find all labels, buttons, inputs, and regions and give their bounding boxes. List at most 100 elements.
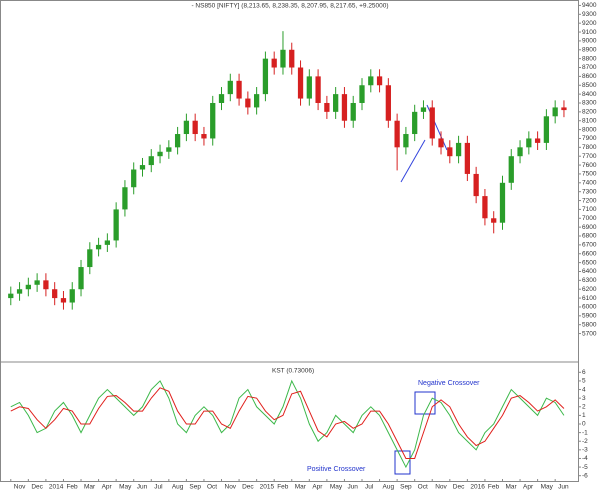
candle-body — [34, 280, 40, 285]
annotation: Negative Crossover — [418, 380, 480, 387]
y-tick-label: 6500 — [582, 259, 597, 266]
candle-body — [499, 182, 506, 223]
x-tick-label: Nov — [225, 484, 237, 491]
y-tick-label: 8700 — [582, 64, 597, 71]
candle-body — [236, 80, 242, 99]
candle-body — [315, 76, 321, 103]
x-tick-label: Nov — [14, 484, 26, 491]
candle-body — [245, 98, 251, 108]
y-tick-label: 8300 — [582, 100, 597, 107]
x-tick-label: Jun — [558, 484, 569, 491]
x-tick-label: May — [541, 484, 554, 491]
candle-body — [534, 138, 541, 143]
candle-body — [368, 76, 374, 86]
x-tick-label: Mar — [84, 484, 96, 491]
x-tick-label: Dec — [242, 484, 254, 491]
y-tick-label: 5700 — [582, 330, 597, 337]
y-tick-label: 6700 — [582, 242, 597, 249]
x-tick-label: Dec — [31, 484, 43, 491]
y-tick-label: 6100 — [582, 295, 597, 302]
x-tick-label: Oct — [207, 484, 217, 491]
y-tick-label: 9400 — [582, 2, 597, 9]
candle-body — [52, 289, 58, 299]
y-tick-label: -2 — [582, 438, 588, 445]
candle-body — [166, 147, 172, 152]
candle-body — [201, 134, 207, 139]
candle-body — [438, 138, 444, 148]
candle-body — [447, 147, 453, 157]
candle-body — [95, 244, 102, 250]
candle-body — [8, 293, 14, 299]
candle-body — [43, 280, 49, 290]
candle-body — [262, 58, 269, 95]
y-tick-label: 6800 — [582, 233, 597, 240]
y-tick-label: 8100 — [582, 117, 597, 124]
y-tick-label: 9300 — [582, 11, 597, 18]
candle-body — [394, 120, 400, 148]
candle-body — [280, 49, 286, 68]
x-tick-label: Mar — [505, 484, 517, 491]
x-tick-label: Apr — [312, 484, 323, 491]
candle-body — [482, 196, 488, 219]
candle-body — [271, 58, 277, 68]
x-tick-label: Sep — [189, 484, 201, 491]
y-tick-label: -4 — [582, 455, 588, 462]
y-tick-label: 4 — [582, 386, 586, 393]
candle-body — [183, 120, 190, 135]
y-tick-label: -5 — [582, 464, 588, 471]
y-tick-label: 8800 — [582, 55, 597, 62]
y-tick-label: 6 — [582, 369, 586, 376]
candle-body — [148, 156, 154, 166]
x-tick-label: May — [330, 484, 343, 491]
x-tick-label: Sep — [400, 484, 412, 491]
candle-body — [218, 94, 225, 103]
y-tick-label: 9000 — [582, 38, 597, 45]
y-tick-label: 8500 — [582, 82, 597, 89]
candle-body — [254, 94, 260, 108]
y-tick-label: 9100 — [582, 29, 597, 36]
candle-body — [543, 116, 550, 143]
candle-body — [227, 80, 233, 95]
candle-body — [429, 107, 435, 139]
y-tick-label: 6200 — [582, 286, 597, 293]
x-tick-label: 2014 — [49, 484, 64, 491]
y-tick-label: 9200 — [582, 20, 597, 27]
x-tick-label: Dec — [453, 484, 465, 491]
kst-line — [10, 379, 565, 469]
y-tick-label: 7500 — [582, 171, 597, 178]
candle-body — [333, 94, 339, 112]
candle-body — [561, 107, 567, 111]
y-tick-label: 7300 — [582, 188, 597, 195]
candle-body — [174, 134, 181, 148]
x-tick-label: May — [119, 484, 132, 491]
y-tick-label: 6600 — [582, 250, 597, 257]
candle-body — [306, 76, 312, 99]
y-tick-label: 8400 — [582, 91, 597, 98]
candle-body — [473, 173, 479, 197]
y-tick-label: 6300 — [582, 277, 597, 284]
candle-body — [526, 138, 532, 148]
candle-body — [16, 289, 23, 294]
x-tick-label: 2016 — [470, 484, 485, 491]
candle-body — [60, 298, 67, 303]
y-tick-label: 8600 — [582, 73, 597, 80]
candle-body — [412, 111, 418, 135]
y-tick-label: 7900 — [582, 135, 597, 142]
indicator-title: KST (0.73006) — [272, 368, 314, 375]
x-tick-label: Aug — [172, 484, 184, 491]
trend-line — [400, 139, 426, 183]
y-tick-label: 8900 — [582, 46, 597, 53]
candle-body — [508, 156, 514, 183]
candle-body — [324, 102, 330, 112]
candle-body — [403, 134, 409, 148]
x-tick-label: Jun — [137, 484, 148, 491]
y-tick-label: 7600 — [582, 162, 597, 169]
x-tick-label: Apr — [102, 484, 113, 491]
y-tick-label: 1 — [582, 412, 586, 419]
candle-body — [552, 107, 558, 117]
x-tick-label: Mar — [295, 484, 307, 491]
candle-body — [87, 249, 93, 268]
x-tick-label: Feb — [277, 484, 289, 491]
x-tick-label: Oct — [418, 484, 428, 491]
